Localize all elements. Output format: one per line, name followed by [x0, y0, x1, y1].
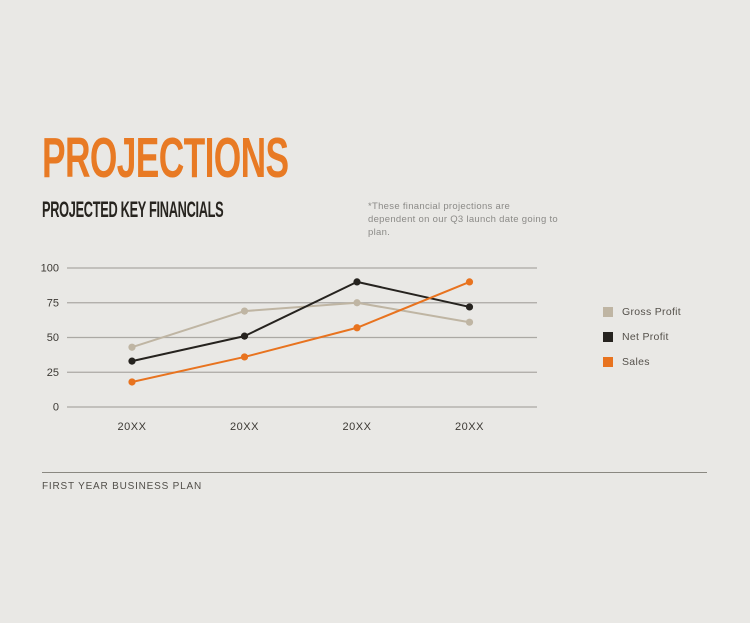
legend-swatch [603, 357, 613, 367]
footer-divider [42, 472, 707, 473]
line-chart: 0 25 50 75 100 20XX 20XX 20XX 20XX [40, 253, 555, 443]
y-axis-tick-label: 100 [41, 263, 59, 275]
data-point [240, 307, 249, 315]
data-point [240, 353, 249, 361]
x-axis-tick-label: 20XX [343, 421, 372, 433]
x-axis-tick-label: 20XX [455, 421, 484, 433]
chart-legend: Gross Profit Net Profit Sales [603, 306, 681, 368]
y-axis-tick-label: 25 [47, 367, 59, 379]
data-point [353, 299, 361, 307]
page-title: PROJECTIONS [42, 126, 289, 190]
series-line [131, 280, 471, 363]
y-axis-tick-label: 50 [47, 332, 59, 344]
legend-item: Sales [603, 356, 681, 368]
data-point [128, 378, 136, 386]
x-axis-tick-label: 20XX [230, 421, 259, 433]
legend-label: Net Profit [622, 331, 669, 343]
data-point [465, 303, 474, 311]
legend-item: Net Profit [603, 331, 681, 343]
y-axis-tick-label: 0 [53, 402, 59, 414]
series-line [131, 280, 471, 383]
legend-label: Gross Profit [622, 306, 682, 318]
series-line [131, 301, 471, 349]
data-point [465, 278, 474, 286]
y-axis-tick-label: 75 [47, 297, 59, 309]
data-point [128, 357, 136, 365]
data-point [353, 324, 361, 332]
x-axis-tick-label: 20XX [118, 421, 147, 433]
legend-swatch [603, 332, 613, 342]
page-subtitle: PROJECTED KEY FINANCIALS [42, 197, 224, 222]
footer-label: FIRST YEAR BUSINESS PLAN [42, 481, 202, 492]
legend-label: Sales [622, 356, 650, 368]
data-point [465, 318, 474, 326]
data-point [128, 343, 136, 351]
line-chart-canvas: 0 25 50 75 100 20XX 20XX 20XX 20XX [41, 263, 537, 433]
footnote-text: *These financial projections are depende… [368, 201, 559, 238]
data-point [240, 332, 249, 340]
data-point [353, 278, 361, 286]
legend-item: Gross Profit [603, 306, 681, 318]
legend-swatch [603, 307, 613, 317]
